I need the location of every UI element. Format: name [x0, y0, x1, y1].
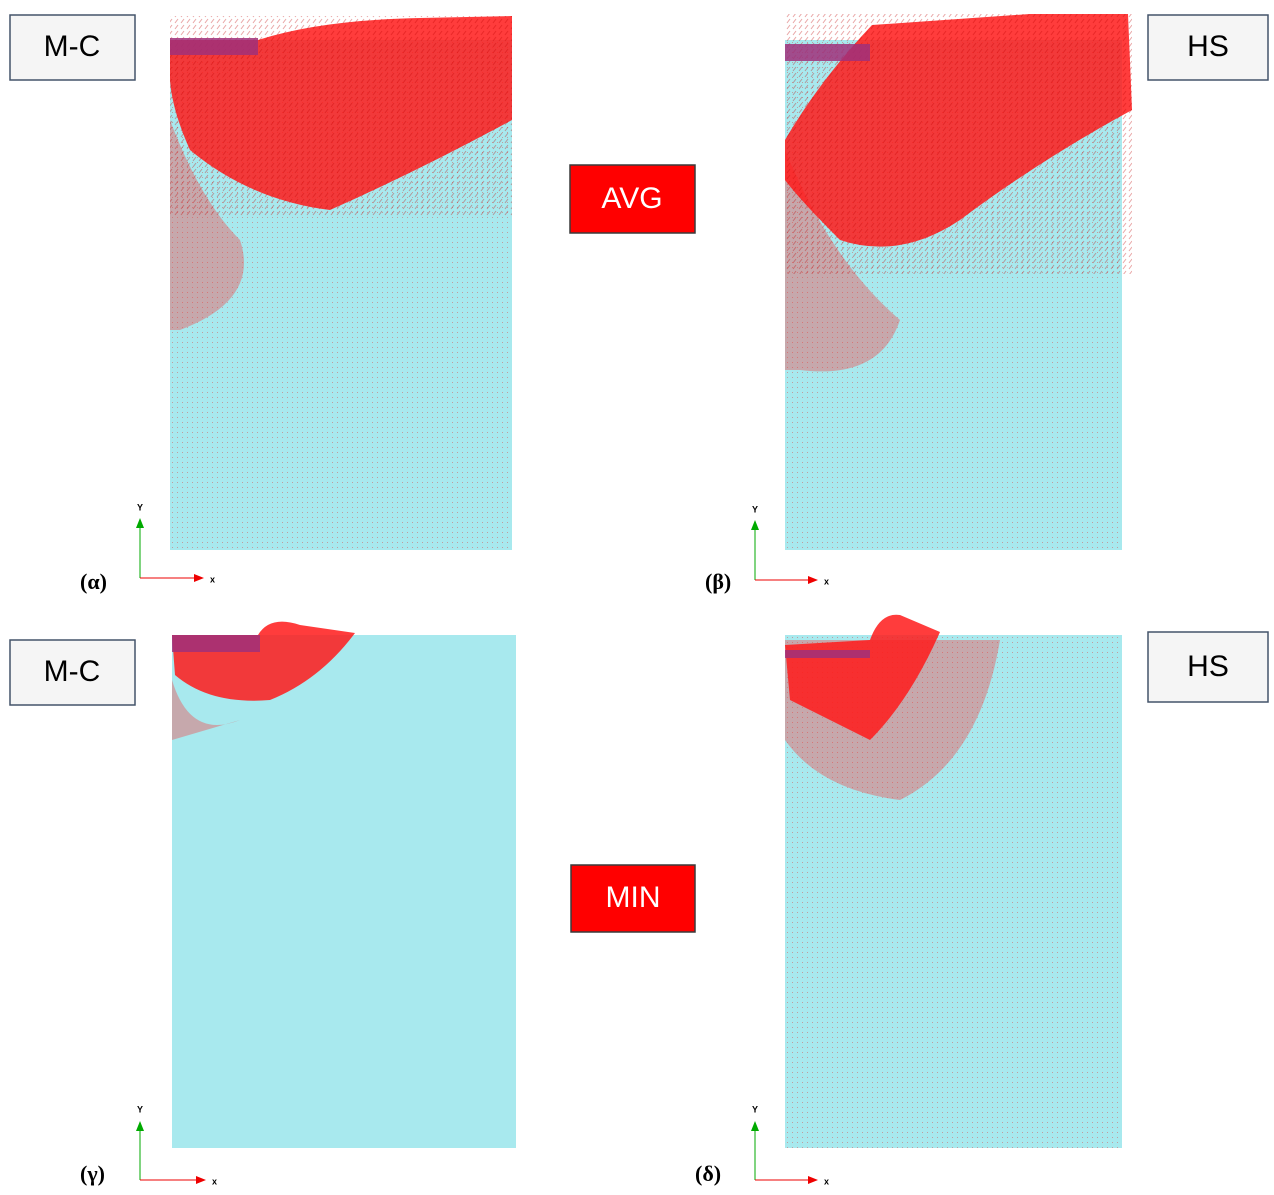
- x-arrow: [808, 1176, 818, 1184]
- y-arrow: [751, 520, 759, 530]
- panel-gamma: M-C Y x (γ): [10, 622, 516, 1187]
- panel-beta: HS Y x (β): [705, 14, 1268, 594]
- x-axis-label: x: [824, 1176, 829, 1186]
- footing: [785, 44, 870, 61]
- y-arrow: [136, 1121, 144, 1131]
- y-axis-label: Y: [752, 504, 758, 514]
- y-axis-label: Y: [137, 1104, 143, 1114]
- x-arrow: [196, 1176, 206, 1184]
- y-arrow: [136, 518, 144, 528]
- row-label: AVG: [601, 182, 662, 215]
- footing: [170, 38, 258, 55]
- panel-delta: HS Y x (δ): [695, 615, 1268, 1187]
- model-label: HS: [1187, 650, 1229, 683]
- row-label: MIN: [606, 881, 661, 914]
- y-arrow: [751, 1121, 759, 1131]
- x-axis-label: x: [212, 1176, 217, 1186]
- y-axis-label: Y: [137, 502, 143, 512]
- figure: M-C Y x (α) HS Y x (β) AVG MIN M-C Y x (…: [0, 0, 1274, 1195]
- panel-label: (γ): [80, 1161, 105, 1186]
- x-arrow: [808, 576, 818, 584]
- y-axis-label: Y: [752, 1104, 758, 1114]
- x-arrow: [194, 574, 204, 582]
- x-axis-label: x: [824, 576, 829, 586]
- footing: [785, 650, 870, 658]
- model-label: M-C: [44, 655, 101, 688]
- panel-alpha: M-C Y x (α): [10, 15, 512, 594]
- x-axis-label: x: [210, 574, 215, 584]
- panel-label: (α): [80, 569, 107, 594]
- model-label: HS: [1187, 30, 1229, 63]
- panel-label: (β): [705, 569, 731, 594]
- footing: [172, 635, 260, 652]
- model-label: M-C: [44, 30, 101, 63]
- panel-label: (δ): [695, 1161, 721, 1186]
- mesh: [172, 635, 516, 1148]
